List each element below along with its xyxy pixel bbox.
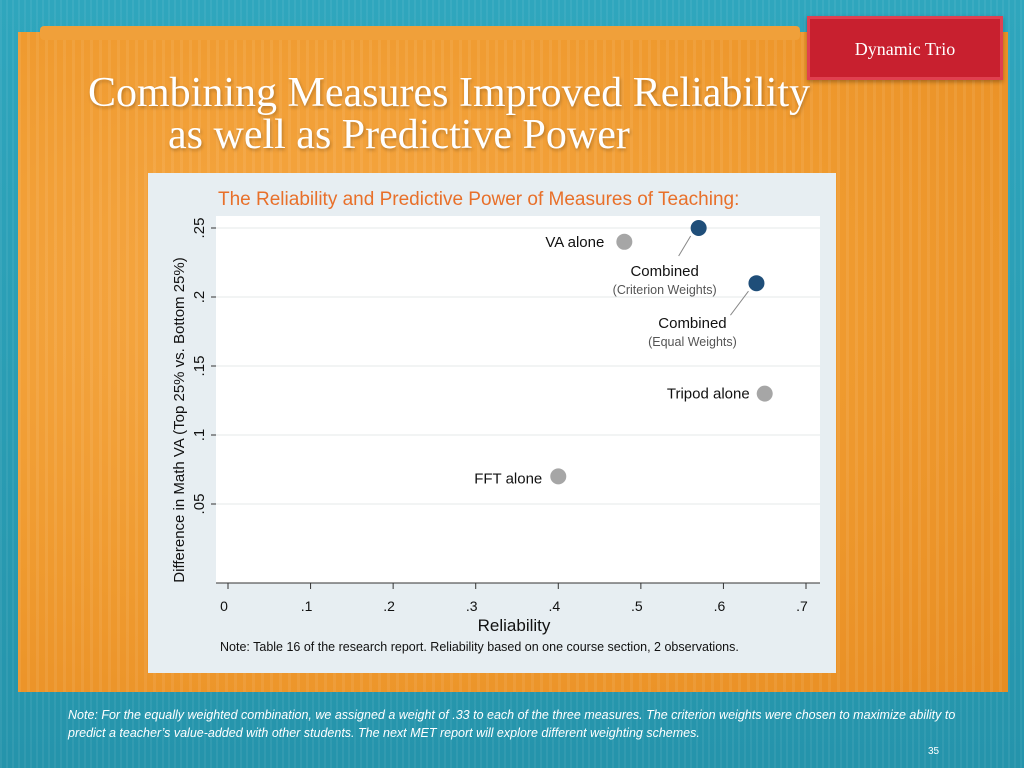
- page-number: 35: [928, 746, 940, 757]
- x-tick-label: .3: [466, 598, 478, 614]
- y-tick-label: .25: [191, 218, 208, 239]
- leader-lines: [678, 235, 749, 316]
- point-labels: VA alone Combined (Criterion Weights) Combi…: [474, 234, 750, 488]
- data-point: [756, 385, 773, 402]
- point-label: FFT alone: [474, 470, 542, 487]
- data-point: [550, 468, 567, 485]
- x-tick-label: .2: [383, 598, 395, 614]
- leader-line: [678, 235, 692, 257]
- point-label: Combined: [630, 263, 698, 280]
- point-label: Combined: [658, 315, 726, 332]
- slide-title: Combining Measures Improved Reliability …: [60, 72, 960, 156]
- data-points: [550, 220, 773, 485]
- x-tick-label: .5: [631, 598, 643, 614]
- x-tick-label: .4: [548, 598, 560, 614]
- slide-footnote: Note: For the equally weighted combinati…: [68, 708, 956, 740]
- x-axis-label: Reliability: [478, 616, 551, 635]
- slide-title-line-2: as well as Predictive Power: [168, 112, 630, 158]
- y-tick-label: .2: [191, 291, 208, 304]
- x-tick-label: .7: [796, 598, 808, 614]
- x-tick-label: .6: [714, 598, 726, 614]
- point-sublabel: (Equal Weights): [648, 335, 737, 349]
- slide-title-line-1: Combining Measures Improved Reliability: [88, 70, 811, 116]
- y-tick-label: .1: [191, 429, 208, 442]
- data-point: [690, 220, 707, 236]
- point-sublabel: (Criterion Weights): [613, 283, 717, 297]
- chart-title: The Reliability and Predictive Power of …: [218, 189, 740, 210]
- chart-footnote: Note: Table 16 of the research report. R…: [220, 640, 739, 654]
- orange-panel-edge: [40, 26, 800, 40]
- leader-line: [730, 290, 749, 316]
- y-axis-label: Difference in Math VA (Top 25% vs. Botto…: [171, 257, 188, 582]
- y-tick-label: .05: [191, 494, 208, 515]
- x-tick-label: .1: [301, 598, 313, 614]
- gridlines: [216, 227, 820, 505]
- y-tick-label: .15: [191, 356, 208, 377]
- point-label: Tripod alone: [667, 386, 750, 403]
- section-badge: Dynamic Trio: [807, 16, 1003, 80]
- x-tick-label: 0: [220, 598, 228, 614]
- plot-area: [216, 216, 820, 583]
- data-point: [616, 233, 633, 250]
- point-label: VA alone: [545, 234, 604, 251]
- data-point: [748, 275, 765, 292]
- axes: .05 .1 .15 .2 .25 0 .1 .2 .3 .4 .5 .6 .7: [191, 218, 820, 614]
